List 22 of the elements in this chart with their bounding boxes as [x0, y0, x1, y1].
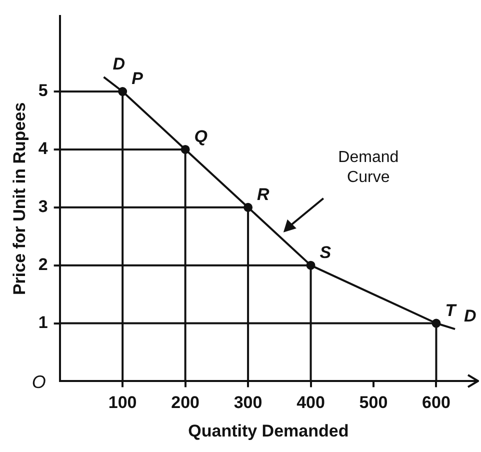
- x-axis-title: Quantity Demanded: [188, 421, 349, 440]
- y-tick-label: 4: [38, 139, 48, 158]
- annotation: Demand Curve: [338, 148, 399, 186]
- x-tick-label: 400: [296, 393, 325, 412]
- annotation: R: [257, 185, 270, 204]
- y-tick-label: 5: [38, 81, 48, 100]
- y-tick-label: 1: [38, 312, 48, 332]
- y-axis-title: Price for Unit in Rupees: [10, 102, 29, 296]
- annotation: T: [445, 300, 458, 320]
- annotation: Q: [194, 127, 208, 146]
- annotation: S: [320, 243, 332, 262]
- annotation: D: [464, 306, 476, 326]
- y-tick-label: 3: [38, 197, 48, 216]
- x-tick-label: 100: [108, 393, 137, 412]
- annotation: P: [132, 69, 144, 88]
- x-tick-label: 500: [359, 393, 388, 412]
- annotation: D: [112, 54, 126, 74]
- x-tick-label: 200: [171, 393, 200, 412]
- y-tick-label: 2: [38, 255, 48, 274]
- x-tick-label: 600: [422, 393, 450, 412]
- x-tick-label: 300: [234, 393, 262, 412]
- text: O: [32, 372, 46, 392]
